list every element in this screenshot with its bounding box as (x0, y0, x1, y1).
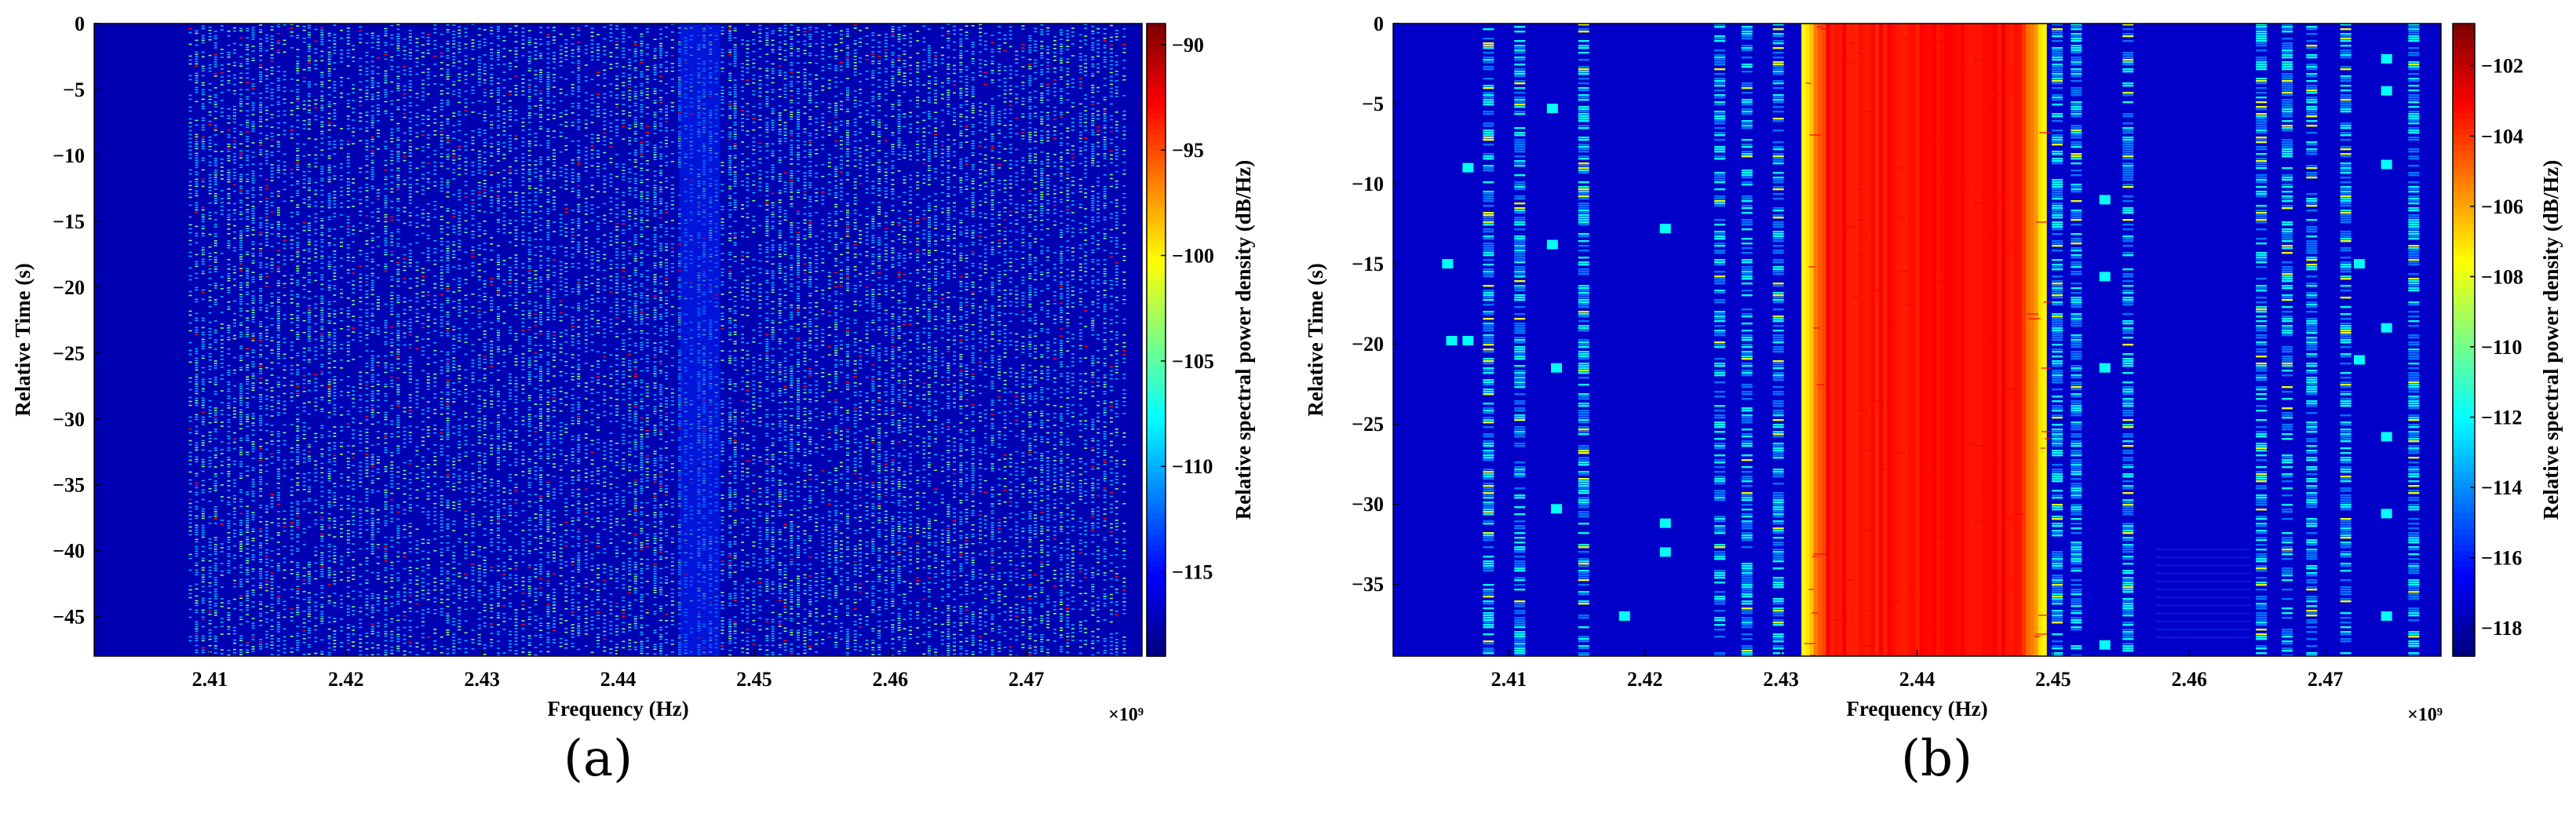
colorbar-frame (2452, 23, 2476, 657)
panel-label-a: (a) (564, 730, 633, 788)
colorbar: −90 −95 −100 −105 −110 −115 Relative spectral … (1146, 23, 1255, 657)
x-tick-label: 2.43 (464, 668, 500, 691)
colorbar-tick-label: −114 (2481, 476, 2522, 499)
y-tick-label: −40 (53, 540, 85, 563)
y-tick-label: −10 (53, 144, 85, 167)
heatmap-image (94, 24, 1142, 656)
y-tick-label: −45 (53, 606, 85, 629)
colorbar-tick-label: −102 (2481, 55, 2523, 78)
x-tick-label: 2.45 (2035, 668, 2071, 691)
colorbar-tick-label: −118 (2481, 617, 2522, 640)
y-tick-label: −5 (1362, 93, 1384, 115)
colorbar-tick-label: −100 (1172, 245, 1214, 268)
x-tick-label: 2.42 (328, 668, 364, 691)
x-tick-label: 2.44 (1899, 668, 1936, 691)
y-tick-label: 0 (1374, 13, 1384, 35)
x-tick-label: 2.46 (2172, 668, 2208, 691)
y-tick-label: −15 (53, 210, 85, 233)
panel-a: 2.41 2.42 2.43 2.44 2.45 2.46 2.47 0 −5 −10 −15 −20… (11, 13, 1255, 725)
y-tick-label: −30 (53, 408, 85, 431)
x-tick-label: 2.47 (1009, 668, 1045, 691)
panel-b: 2.41 2.42 2.43 2.44 2.45 2.46 2.47 0 −5 −10 −15 −20… (1304, 13, 2563, 725)
colorbar-tick-label: −110 (1172, 455, 1213, 478)
heatmap-image (1393, 24, 2441, 656)
colorbar-tick-label: −95 (1172, 139, 1204, 162)
colorbar-tick-label: −108 (2481, 265, 2523, 288)
x-tick-label: 2.41 (1491, 668, 1527, 691)
x-exponent-label: ×10⁹ (2407, 705, 2443, 725)
x-tick-label: 2.46 (873, 668, 909, 691)
x-tick-label: 2.43 (1763, 668, 1799, 691)
x-tick-label: 2.47 (2308, 668, 2344, 691)
colorbar-tick-label: −116 (2481, 547, 2522, 570)
y-tick-label: −20 (53, 276, 85, 299)
y-axis-label: Relative Time (s) (11, 263, 35, 416)
panel-label-b: (b) (1901, 730, 1972, 788)
y-tick-label: −35 (53, 474, 85, 497)
colorbar-tick-label: −112 (2481, 407, 2522, 429)
y-tick-label: −20 (1352, 333, 1384, 356)
x-tick-label: 2.42 (1627, 668, 1663, 691)
y-axis-label: Relative Time (s) (1304, 263, 1327, 416)
colorbar-label: Relative spectral power density (dB/Hz) (2539, 160, 2563, 520)
y-tick-label: −30 (1352, 493, 1384, 516)
colorbar-tick-label: −106 (2481, 195, 2523, 218)
x-tick-label: 2.45 (736, 668, 772, 691)
colorbar-frame (1146, 23, 1166, 657)
x-tick-label: 2.41 (192, 668, 228, 691)
y-tick-label: −5 (63, 78, 85, 101)
y-tick-label: −35 (1352, 573, 1384, 596)
colorbar-tick-label: −105 (1172, 350, 1214, 373)
colorbar-tick-label: −90 (1172, 34, 1204, 57)
y-tick-label: −25 (53, 342, 85, 365)
x-exponent-label: ×10⁹ (1108, 705, 1144, 725)
y-tick-label: −10 (1352, 173, 1384, 195)
colorbar-label: Relative spectral power density (dB/Hz) (1231, 160, 1255, 520)
x-axis-label: Frequency (Hz) (1846, 697, 1987, 720)
colorbar-tick-label: −115 (1172, 561, 1213, 584)
colorbar: −102 −104 −106 −108 −110 −112 −114 −116 −118 Rela… (2452, 23, 2563, 657)
colorbar-tick-label: −104 (2481, 125, 2523, 148)
y-tick-label: 0 (75, 13, 85, 35)
x-tick-label: 2.44 (600, 668, 637, 691)
x-axis-label: Frequency (Hz) (547, 697, 688, 720)
colorbar-tick-label: −110 (2481, 336, 2522, 359)
y-tick-label: −25 (1352, 413, 1384, 436)
y-tick-label: −15 (1352, 253, 1384, 275)
